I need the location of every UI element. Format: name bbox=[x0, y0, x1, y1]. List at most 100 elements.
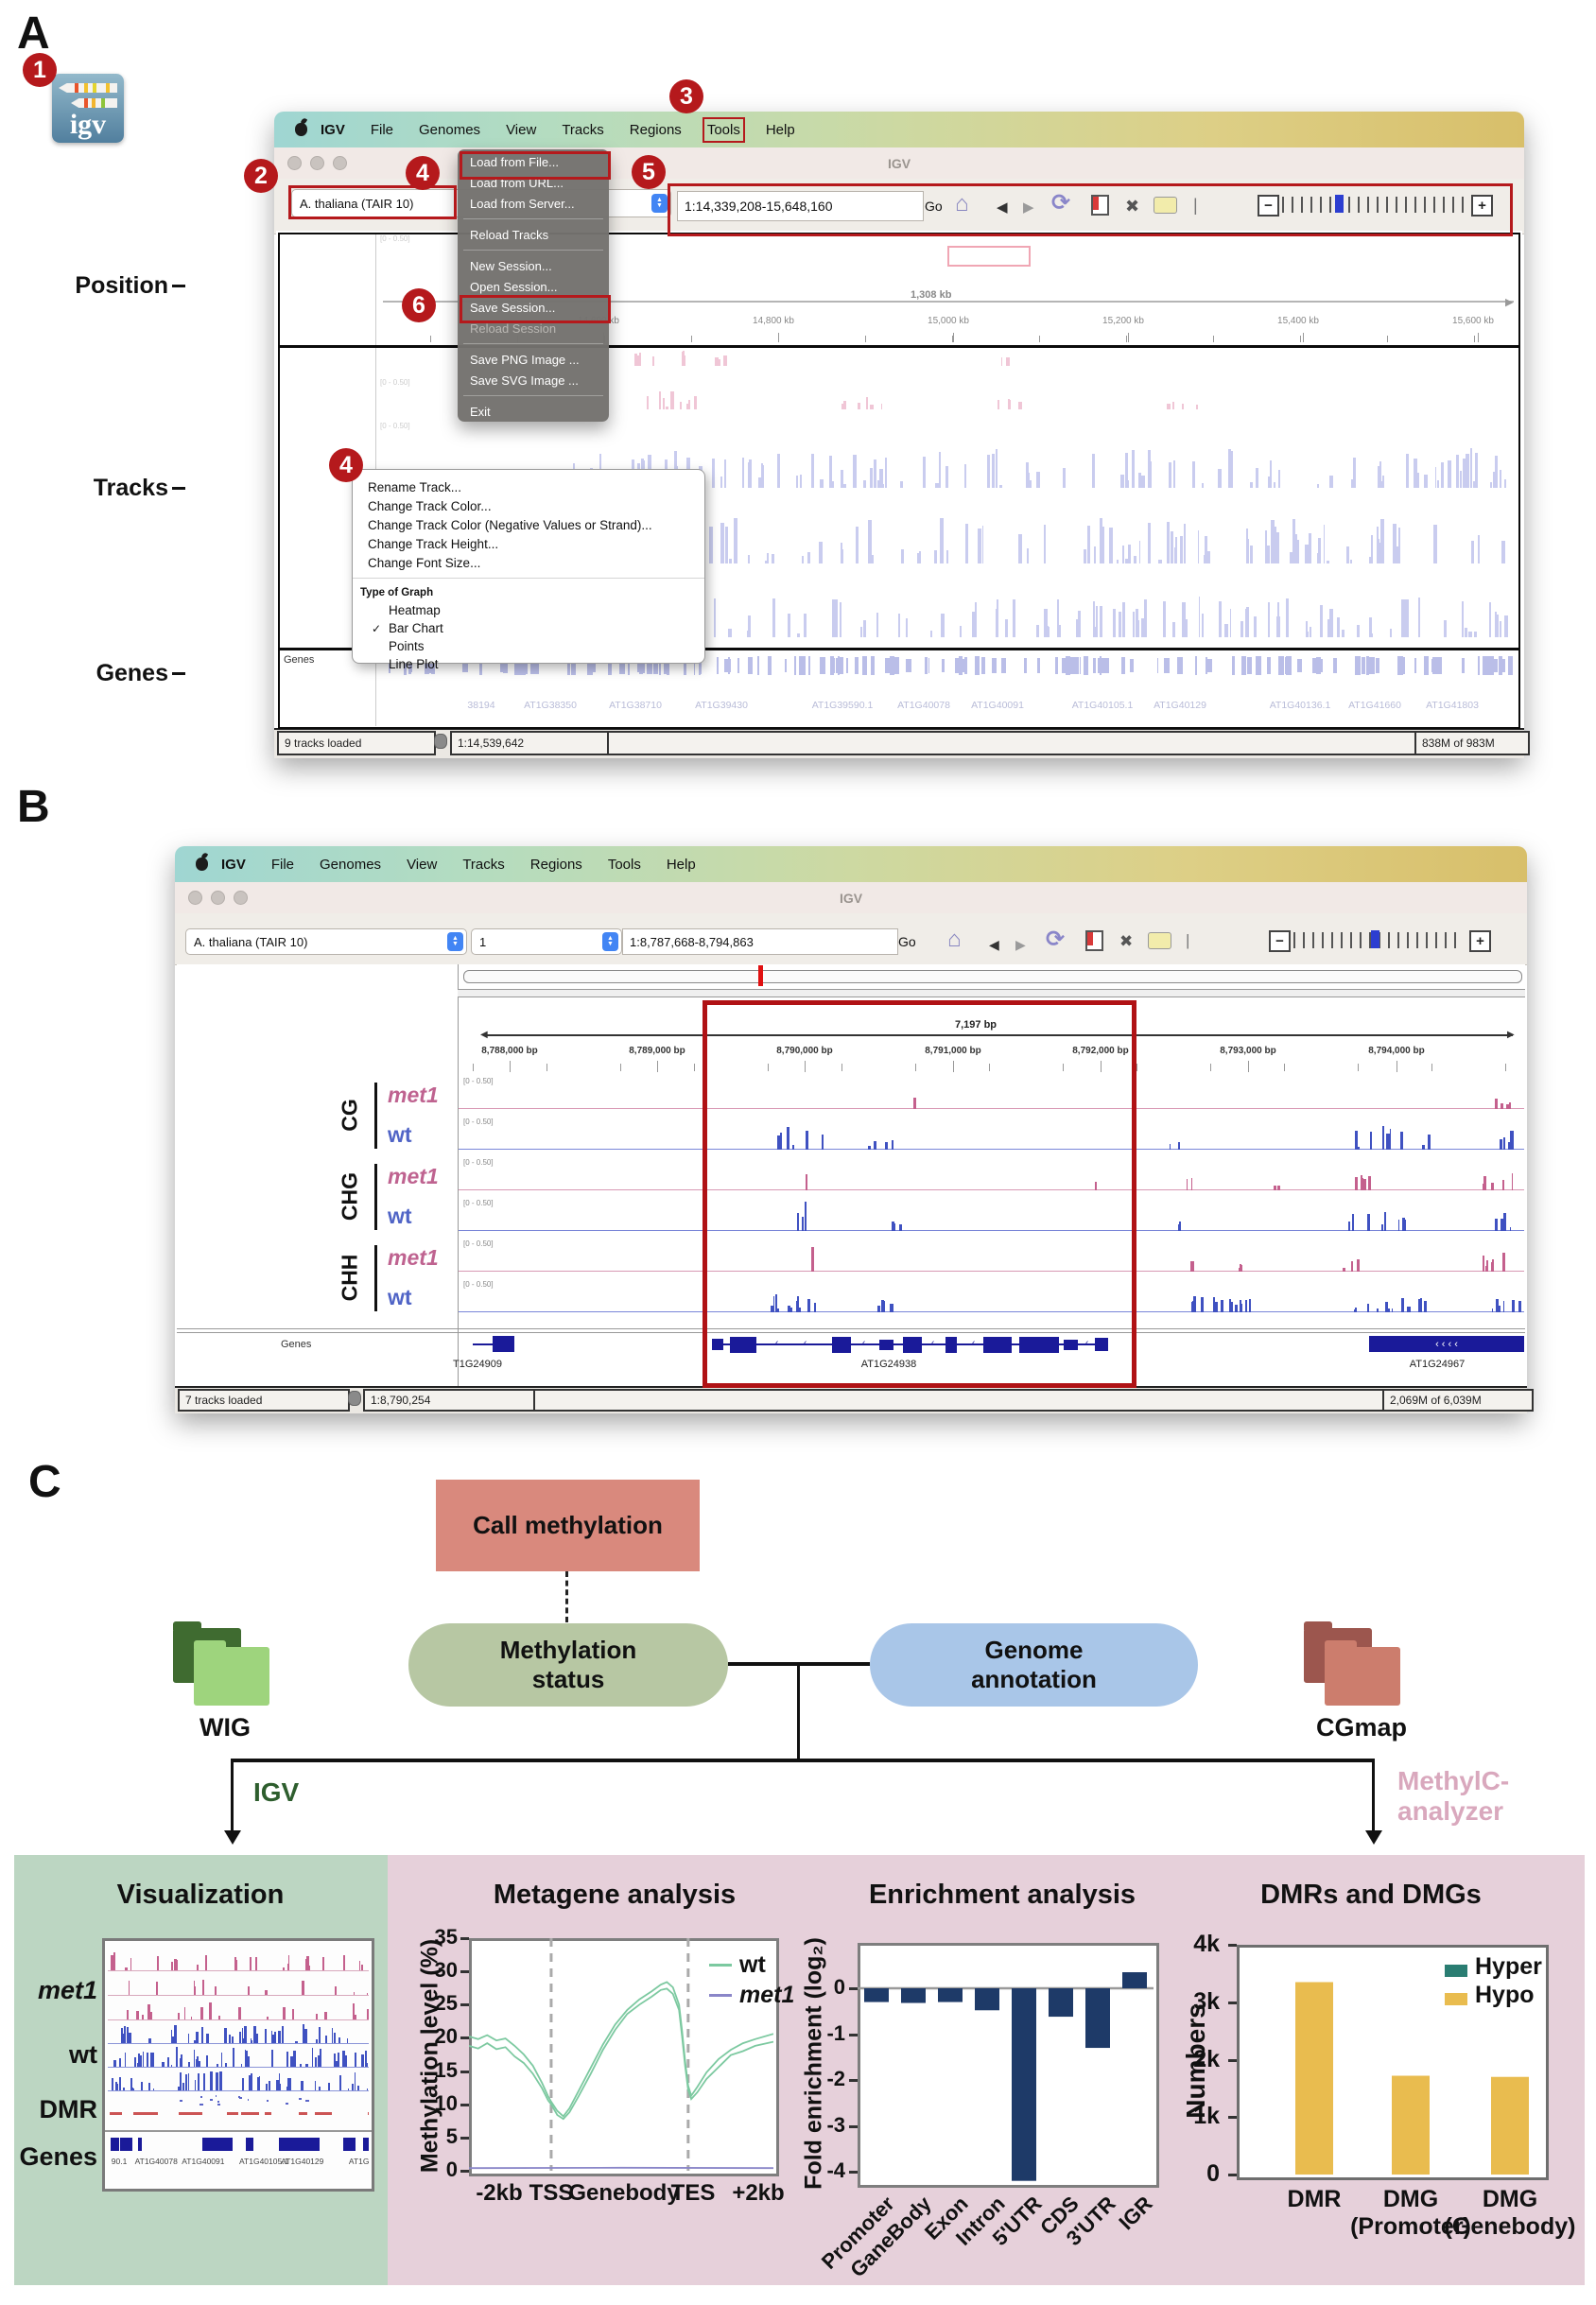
ruler-minor-tick bbox=[1474, 336, 1475, 342]
menu-igv[interactable]: IGV bbox=[221, 856, 246, 873]
mini-speck bbox=[247, 2098, 250, 2101]
gene-name: AT1G41803 bbox=[1426, 700, 1479, 711]
menu-view[interactable]: View bbox=[407, 856, 438, 873]
minimize-button-b[interactable] bbox=[211, 891, 225, 905]
menu-help[interactable]: Help bbox=[666, 856, 696, 873]
ruler-span-label-a: 1,308 kb bbox=[903, 289, 960, 301]
zoom-in-button-b[interactable]: + bbox=[1469, 930, 1491, 952]
locus-input-a[interactable]: 1:14,339,208-15,648,160 bbox=[677, 191, 924, 221]
context-item-change-track-height-[interactable]: Change Track Height... bbox=[368, 536, 499, 551]
mini-bar bbox=[250, 1956, 252, 1970]
file-menu-item-load-from-file-[interactable]: Load from File... bbox=[470, 154, 559, 169]
back-icon[interactable]: ◀ bbox=[997, 199, 1008, 216]
window-traffic-lights[interactable] bbox=[287, 156, 347, 170]
graph-type-line-plot[interactable]: Line Plot bbox=[389, 657, 439, 671]
menu-genomes[interactable]: Genomes bbox=[320, 856, 382, 873]
chromosome-ideogram[interactable] bbox=[463, 970, 1522, 983]
menu-separator bbox=[463, 250, 603, 251]
gene-bar bbox=[570, 656, 576, 675]
gene-exon bbox=[1064, 1339, 1078, 1350]
minimize-button[interactable] bbox=[310, 156, 324, 170]
zoom-slider-a[interactable] bbox=[1282, 197, 1464, 213]
stepper-icon-b1[interactable]: ▲ ▼ bbox=[447, 932, 463, 951]
igv-app-icon[interactable]: igv bbox=[52, 74, 124, 143]
tooltip-bubble-icon[interactable] bbox=[1154, 197, 1177, 214]
window-traffic-lights-b[interactable] bbox=[188, 891, 248, 905]
zoom-slider-thumb-a[interactable] bbox=[1335, 195, 1344, 213]
refresh-icon[interactable]: ⟳ bbox=[1051, 190, 1071, 216]
track-bar bbox=[780, 1133, 782, 1150]
graph-type-bar-chart[interactable]: ✓ Bar Chart bbox=[372, 621, 443, 635]
mini-bar bbox=[142, 2052, 144, 2067]
zoom-slider-thumb-b[interactable] bbox=[1371, 930, 1379, 948]
menu-file[interactable]: File bbox=[370, 121, 394, 138]
home-icon-b[interactable]: ⌂ bbox=[947, 927, 962, 952]
mini-gene-name: AT1G40129 bbox=[281, 2157, 324, 2166]
region-tool-icon-b[interactable] bbox=[1085, 930, 1103, 951]
menu-help[interactable]: Help bbox=[765, 121, 795, 138]
menu-regions[interactable]: Regions bbox=[629, 121, 682, 138]
igv-logo-track-icon-2 bbox=[71, 98, 117, 108]
file-menu-item-save-session-[interactable]: Save Session... bbox=[470, 300, 556, 315]
fit-to-window-icon[interactable]: ✖ bbox=[1125, 197, 1140, 216]
track-bar bbox=[1500, 620, 1501, 637]
menu-file[interactable]: File bbox=[270, 856, 295, 873]
mini-bar bbox=[129, 2032, 131, 2043]
go-button-b[interactable]: Go bbox=[898, 934, 916, 949]
mini-bar bbox=[348, 2088, 350, 2090]
maximize-button-b[interactable] bbox=[234, 891, 248, 905]
menu-tracks[interactable]: Tracks bbox=[562, 121, 604, 138]
mini-bar bbox=[328, 2082, 331, 2090]
track-bar bbox=[1192, 1300, 1196, 1312]
menu-view[interactable]: View bbox=[506, 121, 537, 138]
track-bar bbox=[1441, 462, 1444, 488]
back-icon-b[interactable]: ◀ bbox=[989, 937, 999, 952]
context-item-change-track-color-negative-values-or-strand-[interactable]: Change Track Color (Negative Values or S… bbox=[368, 517, 652, 532]
file-menu-item-save-svg-image-[interactable]: Save SVG Image ... bbox=[470, 373, 579, 388]
track-bar bbox=[801, 1216, 805, 1231]
locus-input-b[interactable]: 1:8,787,668-8,794,863 bbox=[622, 928, 898, 955]
menu-regions[interactable]: Regions bbox=[529, 856, 582, 873]
fit-to-window-icon-b[interactable]: ✖ bbox=[1119, 932, 1134, 950]
context-item-change-font-size-[interactable]: Change Font Size... bbox=[368, 555, 481, 570]
file-menu-item-save-png-image-[interactable]: Save PNG Image ... bbox=[470, 352, 580, 367]
forward-icon[interactable]: ▶ bbox=[1023, 199, 1034, 216]
context-item-rename-track-[interactable]: Rename Track... bbox=[368, 479, 462, 494]
file-menu-item-reload-tracks[interactable]: Reload Tracks bbox=[470, 227, 549, 242]
zoom-out-button-b[interactable]: − bbox=[1269, 930, 1291, 952]
file-menu-item-open-session-[interactable]: Open Session... bbox=[470, 279, 558, 294]
go-button-a[interactable]: Go bbox=[925, 199, 943, 214]
graph-type-points[interactable]: Points bbox=[389, 639, 425, 653]
menu-igv[interactable]: IGV bbox=[321, 121, 345, 138]
refresh-icon-b[interactable]: ⟳ bbox=[1046, 927, 1066, 952]
file-menu-item-reload-session[interactable]: Reload Session bbox=[470, 321, 557, 336]
file-menu-item-load-from-server-[interactable]: Load from Server... bbox=[470, 196, 575, 211]
menu-genomes[interactable]: Genomes bbox=[419, 121, 481, 138]
file-menu-item-exit[interactable]: Exit bbox=[470, 404, 491, 419]
menu-tools[interactable]: Tools bbox=[702, 116, 745, 143]
stepper-icon[interactable]: ▲ ▼ bbox=[651, 194, 668, 213]
maximize-button[interactable] bbox=[333, 156, 347, 170]
file-menu-item-new-session-[interactable]: New Session... bbox=[470, 258, 552, 273]
graph-type-heatmap[interactable]: Heatmap bbox=[389, 603, 441, 617]
gene-bar bbox=[980, 657, 985, 674]
titlebar-b[interactable]: IGV bbox=[175, 882, 1527, 914]
file-menu-item-load-from-url-[interactable]: Load from URL... bbox=[470, 175, 564, 190]
close-button-b[interactable] bbox=[188, 891, 202, 905]
track-bar bbox=[1348, 1222, 1351, 1231]
close-button[interactable] bbox=[287, 156, 302, 170]
region-tool-icon[interactable] bbox=[1091, 195, 1109, 216]
home-icon[interactable]: ⌂ bbox=[955, 191, 969, 217]
context-item-change-track-color-[interactable]: Change Track Color... bbox=[368, 498, 492, 513]
forward-icon-b[interactable]: ▶ bbox=[1015, 937, 1026, 952]
chromosome-select-b[interactable]: 1 ▲ ▼ bbox=[471, 928, 622, 955]
track-bar bbox=[858, 402, 861, 409]
menu-tracks[interactable]: Tracks bbox=[462, 856, 505, 873]
zoom-out-button-a[interactable]: − bbox=[1258, 195, 1279, 217]
genome-select-b[interactable]: A. thaliana (TAIR 10) ▲ ▼ bbox=[185, 928, 467, 955]
menu-tools[interactable]: Tools bbox=[607, 856, 641, 873]
track-bar bbox=[1485, 1259, 1489, 1272]
tooltip-bubble-icon-b[interactable] bbox=[1148, 932, 1171, 949]
stepper-icon-b2[interactable]: ▲ ▼ bbox=[602, 932, 618, 951]
zoom-in-button-a[interactable]: + bbox=[1471, 195, 1493, 217]
